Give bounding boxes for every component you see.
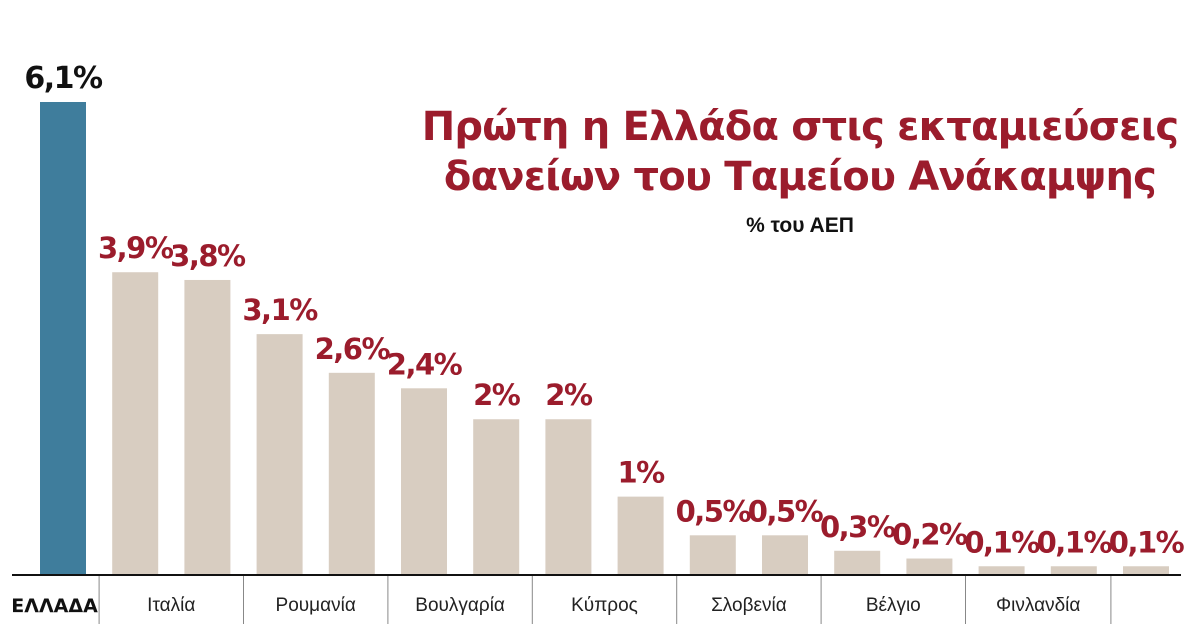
value-label-5: 2,4% — [387, 347, 463, 381]
bar-15 — [1123, 566, 1169, 574]
value-label-3: 3,1% — [242, 293, 318, 327]
value-label-11: 0,3% — [820, 510, 896, 544]
x-axis-label-4: Κύπρος — [571, 595, 638, 616]
value-label-1: 3,9% — [98, 231, 174, 265]
value-label-4: 2,6% — [315, 332, 391, 366]
bar-13 — [978, 566, 1025, 574]
value-label-13: 0,1% — [964, 525, 1040, 559]
bar-5 — [401, 388, 447, 574]
value-label-7: 2% — [545, 378, 593, 412]
bar-6 — [473, 419, 520, 574]
bar-11 — [834, 550, 881, 574]
value-label-14: 0,1% — [1037, 525, 1113, 559]
value-label-0: 6,1% — [24, 61, 103, 96]
value-label-12: 0,2% — [892, 518, 968, 552]
bar-4 — [328, 372, 375, 574]
chart-title-block: Πρώτη η Ελλάδα στις εκταμιεύσεις δανείων… — [400, 102, 1200, 238]
bar-12 — [906, 558, 953, 574]
x-axis-label-3: Βουλγαρία — [415, 595, 505, 616]
value-label-10: 0,5% — [748, 494, 824, 528]
value-label-8: 1% — [617, 456, 665, 490]
bar-14 — [1050, 566, 1097, 574]
bar-0 — [40, 102, 86, 574]
bar-9 — [689, 535, 736, 574]
chart-title-line-2: δανείων του Ταμείου Ανάκαμψης — [443, 154, 1157, 200]
value-label-2: 3,8% — [170, 239, 246, 273]
bar-8 — [617, 496, 664, 574]
x-axis-label-2: Ρουμανία — [275, 595, 356, 616]
bar-7 — [545, 419, 592, 574]
value-label-15: 0,1% — [1109, 525, 1185, 559]
x-axis-label-0: ΕΛΛΑΔΑ — [11, 595, 98, 617]
x-axis-label-6: Βέλγιο — [865, 595, 921, 616]
bar-3 — [256, 334, 303, 574]
chart-title-line-1: Πρώτη η Ελλάδα στις εκταμιεύσεις — [421, 104, 1179, 150]
x-axis-label-7: Φινλανδία — [996, 595, 1081, 616]
bar-2 — [184, 279, 231, 574]
value-label-6: 2% — [473, 378, 521, 412]
x-axis-label-1: Ιταλία — [147, 595, 196, 616]
x-axis-label-5: Σλοβενία — [711, 595, 787, 616]
value-label-9: 0,5% — [676, 494, 752, 528]
bar-10 — [762, 535, 808, 574]
chart-subtitle: % του ΑΕΠ — [746, 214, 854, 237]
bar-1 — [112, 272, 159, 574]
